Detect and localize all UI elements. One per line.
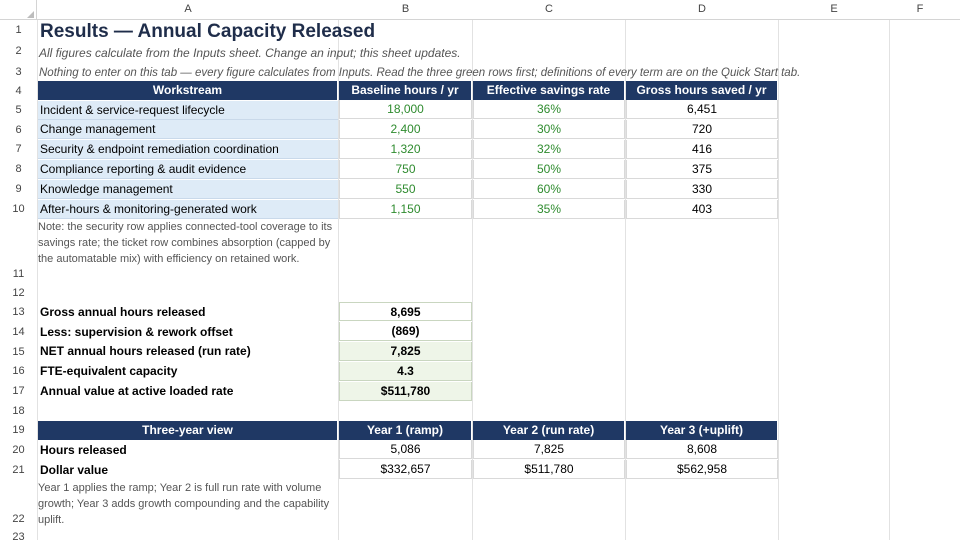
page-subtitle: All figures calculate from the Inputs sh… bbox=[39, 46, 461, 60]
row-header-15[interactable]: 15 bbox=[12, 346, 25, 358]
header-three-year-view: Three-year view bbox=[38, 421, 338, 440]
net-annual-hours-value[interactable]: 7,825 bbox=[339, 342, 472, 361]
gross-annual-hours-value[interactable]: 8,695 bbox=[339, 302, 472, 321]
gross-hours-saved-cell[interactable]: 330 bbox=[626, 180, 778, 199]
workstream-label[interactable]: After-hours & monitoring-generated work bbox=[38, 200, 338, 219]
row-header-9[interactable]: 9 bbox=[15, 183, 22, 195]
three-year-row-label[interactable]: Hours released bbox=[40, 443, 127, 457]
column-header-c[interactable]: C bbox=[545, 3, 553, 15]
year-1-dollars[interactable]: $332,657 bbox=[339, 460, 472, 479]
row-header-22[interactable]: 22 bbox=[12, 513, 25, 525]
row-header-2[interactable]: 2 bbox=[15, 45, 22, 57]
row-header-19[interactable]: 19 bbox=[12, 424, 25, 436]
year-2-hours[interactable]: 7,825 bbox=[473, 440, 625, 459]
three-year-row-label[interactable]: Dollar value bbox=[40, 463, 109, 477]
baseline-hours-cell[interactable]: 1,150 bbox=[339, 200, 472, 219]
year-3-dollars[interactable]: $562,958 bbox=[626, 460, 778, 479]
summary-label[interactable]: Less: supervision & rework offset bbox=[40, 325, 233, 339]
savings-rate-cell[interactable]: 36% bbox=[473, 100, 625, 119]
offset-value[interactable]: (869) bbox=[339, 322, 472, 341]
header-year-1: Year 1 (ramp) bbox=[339, 421, 472, 440]
workstream-label[interactable]: Knowledge management bbox=[38, 180, 338, 199]
fte-capacity-value[interactable]: 4.3 bbox=[339, 362, 472, 381]
page-title: Results — Annual Capacity Released bbox=[40, 21, 376, 42]
summary-label[interactable]: NET annual hours released (run rate) bbox=[40, 344, 251, 358]
instruction-text: Nothing to enter on this tab — every fig… bbox=[39, 67, 801, 79]
baseline-hours-cell[interactable]: 550 bbox=[339, 180, 472, 199]
header-gross-hours-saved: Gross hours saved / yr bbox=[626, 81, 778, 100]
gridline bbox=[338, 20, 339, 540]
row-header-12[interactable]: 12 bbox=[12, 287, 25, 299]
year-2-dollars[interactable]: $511,780 bbox=[473, 460, 625, 479]
year-3-hours[interactable]: 8,608 bbox=[626, 440, 778, 459]
header-baseline-hours: Baseline hours / yr bbox=[339, 81, 472, 100]
row-header-14[interactable]: 14 bbox=[12, 326, 25, 338]
row-header-10[interactable]: 10 bbox=[12, 203, 25, 215]
row-header-11[interactable]: 11 bbox=[12, 268, 25, 280]
workstream-label[interactable]: Change management bbox=[38, 120, 338, 139]
baseline-hours-cell[interactable]: 2,400 bbox=[339, 120, 472, 139]
column-header-b[interactable]: B bbox=[401, 3, 410, 15]
summary-label[interactable]: Annual value at active loaded rate bbox=[40, 384, 234, 398]
savings-rate-cell[interactable]: 32% bbox=[473, 140, 625, 159]
gross-hours-saved-cell[interactable]: 6,451 bbox=[626, 100, 778, 119]
column-header-f[interactable]: F bbox=[916, 3, 924, 15]
column-header-d[interactable]: D bbox=[698, 3, 706, 15]
row-header-6[interactable]: 6 bbox=[15, 124, 22, 136]
header-effective-savings-rate: Effective savings rate bbox=[473, 81, 625, 100]
baseline-hours-cell[interactable]: 18,000 bbox=[339, 100, 472, 119]
gridline bbox=[472, 20, 473, 540]
workstream-label[interactable]: Security & endpoint remediation coordina… bbox=[38, 140, 338, 159]
summary-label[interactable]: Gross annual hours released bbox=[40, 305, 206, 319]
select-all-corner[interactable] bbox=[0, 0, 37, 20]
gridline bbox=[37, 20, 38, 540]
header-year-2: Year 2 (run rate) bbox=[473, 421, 625, 440]
gridline bbox=[625, 20, 626, 540]
gross-hours-saved-cell[interactable]: 375 bbox=[626, 160, 778, 179]
column-header-e[interactable]: E bbox=[830, 3, 838, 15]
row-header-23[interactable]: 23 bbox=[12, 531, 25, 540]
row-header-3[interactable]: 3 bbox=[15, 66, 22, 78]
row-header-8[interactable]: 8 bbox=[15, 163, 22, 175]
row-header-7[interactable]: 7 bbox=[15, 143, 22, 155]
savings-rate-cell[interactable]: 35% bbox=[473, 200, 625, 219]
savings-rate-cell[interactable]: 50% bbox=[473, 160, 625, 179]
gross-hours-saved-cell[interactable]: 403 bbox=[626, 200, 778, 219]
column-header-bar: A B C D E F bbox=[0, 0, 960, 20]
row-header-18[interactable]: 18 bbox=[12, 405, 25, 417]
annual-value-cell[interactable]: $511,780 bbox=[339, 382, 472, 401]
row-header-20[interactable]: 20 bbox=[12, 444, 25, 456]
header-year-3: Year 3 (+uplift) bbox=[626, 421, 778, 440]
workstream-label[interactable]: Compliance reporting & audit evidence bbox=[38, 160, 338, 179]
row-header-1[interactable]: 1 bbox=[15, 24, 22, 36]
savings-rate-cell[interactable]: 30% bbox=[473, 120, 625, 139]
row-header-13[interactable]: 13 bbox=[12, 306, 25, 318]
gross-hours-saved-cell[interactable]: 720 bbox=[626, 120, 778, 139]
summary-label[interactable]: FTE-equivalent capacity bbox=[40, 364, 178, 378]
baseline-hours-cell[interactable]: 1,320 bbox=[339, 140, 472, 159]
three-year-note: Year 1 applies the ramp; Year 2 is full … bbox=[38, 482, 330, 526]
gridline bbox=[778, 20, 779, 540]
row-header-16[interactable]: 16 bbox=[12, 365, 25, 377]
column-header-a[interactable]: A bbox=[184, 3, 192, 15]
baseline-hours-cell[interactable]: 750 bbox=[339, 160, 472, 179]
gross-hours-saved-cell[interactable]: 416 bbox=[626, 140, 778, 159]
row-header-5[interactable]: 5 bbox=[15, 104, 22, 116]
row-header-4[interactable]: 4 bbox=[15, 85, 22, 97]
year-1-hours[interactable]: 5,086 bbox=[339, 440, 472, 459]
savings-rate-cell[interactable]: 60% bbox=[473, 180, 625, 199]
header-workstream: Workstream bbox=[38, 81, 338, 100]
gridline bbox=[889, 20, 890, 540]
row-header-17[interactable]: 17 bbox=[12, 385, 25, 397]
row-header-21[interactable]: 21 bbox=[12, 464, 25, 476]
security-row-note: Note: the security row applies connected… bbox=[38, 221, 333, 265]
workstream-label[interactable]: Incident & service-request lifecycle bbox=[38, 101, 338, 120]
